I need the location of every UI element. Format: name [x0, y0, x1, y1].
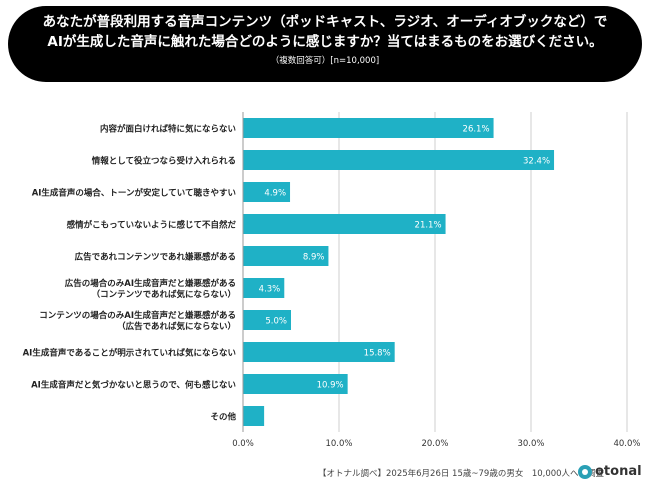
category-label: その他 [210, 412, 236, 423]
title-banner: あなたが普段利用する音声コンテンツ（ポッドキャスト、ラジオ、オーディオブックなど… [8, 6, 642, 82]
bar-value-label: 4.3% [259, 285, 281, 295]
category-label: 広告であれコンテンツであれ嫌悪感がある [75, 252, 236, 263]
source-note: 【オトナル調べ】2025年6月26日 15歳~79歳の男女 10,000人への調… [318, 469, 605, 479]
bar-value-label: 4.9% [264, 189, 286, 199]
chart-title-line-1: あなたが普段利用する音声コンテンツ（ポッドキャスト、ラジオ、オーディオブックなど… [42, 14, 608, 30]
category-label: 内容が面白ければ特に気にならない [100, 124, 236, 135]
bar [243, 118, 494, 138]
bar [243, 342, 395, 362]
bar-value-label: 26.1% [463, 125, 490, 135]
x-tick-label: 30.0% [517, 439, 544, 449]
x-tick-label: 10.0% [325, 439, 352, 449]
otonal-logo-icon [578, 465, 592, 479]
bar [243, 374, 348, 394]
bar-value-label: 15.8% [364, 349, 391, 359]
bar [243, 182, 291, 202]
bar-value-label: 10.9% [317, 381, 344, 391]
category-label: AI生成音声だと気づかないと思うので、何も感じない [31, 380, 236, 391]
category-label: （広告であれば気にならない） [117, 321, 236, 332]
x-tick-label: 20.0% [421, 439, 448, 449]
bar-value-label: 21.1% [415, 221, 442, 231]
category-label: 情報として役立つなら受け入れられる [91, 156, 236, 167]
bar [243, 406, 265, 426]
category-label: 広告の場合のみAI生成音声だと嫌悪感がある [65, 278, 236, 289]
logo-text: otonal [595, 464, 642, 479]
bar-value-label: 32.4% [523, 157, 550, 167]
bar-value-label: 8.9% [303, 253, 325, 263]
x-tick-label: 0.0% [232, 439, 254, 449]
bar [243, 150, 555, 170]
bar [243, 310, 291, 330]
category-label: コンテンツの場合のみAI生成音声だと嫌悪感がある [39, 310, 236, 321]
chart-title-line-2: AIが生成した音声に触れた場合どのように感じますか？当てはまるものをお選びくださ… [47, 34, 603, 50]
bar [243, 246, 329, 266]
chart-subtitle: （複数回答可）[n=10,000] [270, 56, 380, 66]
brand-logo: otonal [578, 464, 642, 480]
category-label: AI生成音声の場合、トーンが安定していて聴きやすい [32, 188, 236, 199]
category-label: （コンテンツであれば気にならない） [92, 289, 236, 300]
category-label: AI生成音声であることが明示されていれば気にならない [23, 348, 236, 359]
bar [243, 214, 446, 234]
bar-value-label: 5.0% [265, 317, 287, 327]
category-label: 感情がこもっていないように感じて不自然だ [67, 220, 237, 231]
x-tick-label: 40.0% [613, 439, 640, 449]
bar [243, 278, 285, 298]
